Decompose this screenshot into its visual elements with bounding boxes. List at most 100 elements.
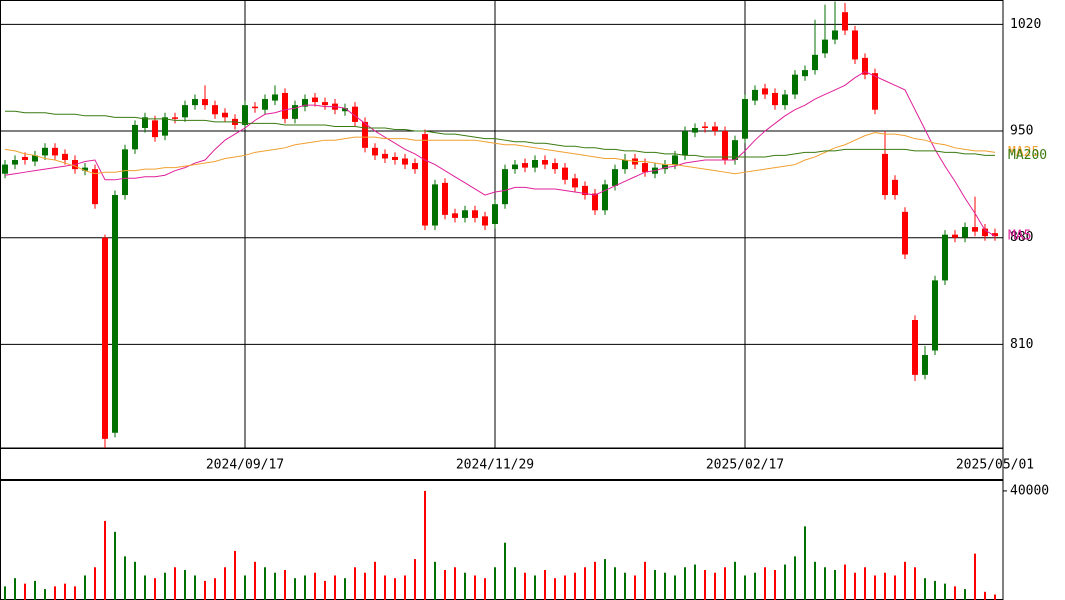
volume-bar — [724, 567, 726, 600]
candle-body — [352, 106, 358, 122]
legend-label: MA200 — [1008, 148, 1047, 163]
candle-body — [962, 227, 968, 238]
volume-bar — [474, 575, 476, 600]
candle-body — [982, 228, 988, 237]
candle-body — [572, 178, 578, 188]
volume-bar — [544, 570, 546, 600]
volume-bar — [354, 567, 356, 600]
volume-bar — [914, 567, 916, 600]
volume-bar — [14, 578, 16, 600]
volume-bar — [614, 567, 616, 600]
candle-body — [702, 126, 708, 128]
candle-body — [502, 169, 508, 205]
volume-bar — [564, 575, 566, 600]
candle-body — [472, 210, 478, 218]
volume-bar — [604, 559, 606, 600]
volume-bar — [594, 561, 596, 600]
volume-bar — [764, 567, 766, 600]
volume-bar — [864, 567, 866, 600]
volume-bar — [134, 561, 136, 600]
volume-bar — [934, 580, 936, 600]
candle-body — [532, 160, 538, 168]
candle-body — [792, 74, 798, 95]
volume-bar — [114, 531, 116, 600]
candle-body — [282, 92, 288, 119]
volume-bar — [34, 580, 36, 600]
candle-body — [722, 131, 728, 160]
volume-bar — [24, 583, 26, 600]
candle-body — [662, 164, 668, 170]
volume-bar — [344, 578, 346, 600]
candle-body — [812, 54, 818, 71]
candle-body — [822, 39, 828, 54]
volume-bar — [704, 570, 706, 600]
candle-body — [482, 216, 488, 226]
volume-bar — [554, 578, 556, 600]
moving-average-line — [4, 132, 996, 175]
candle-body — [992, 233, 998, 237]
moving-average-line — [4, 71, 996, 237]
volume-bar — [974, 553, 976, 600]
volume-bar — [314, 572, 316, 600]
y-tick-label: 950 — [1010, 124, 1033, 139]
volume-bar — [204, 580, 206, 600]
volume-bar — [414, 559, 416, 600]
candle-body — [62, 153, 68, 160]
candle-body — [382, 153, 388, 159]
volume-bar — [484, 578, 486, 600]
candle-body — [952, 234, 958, 238]
candle-body — [292, 105, 298, 119]
candle-body — [132, 124, 138, 150]
candle-body — [972, 227, 978, 232]
candle-body — [762, 88, 768, 95]
candle-body — [262, 99, 268, 110]
volume-bar — [664, 572, 666, 600]
candle-body — [582, 185, 588, 196]
volume-bar — [584, 567, 586, 600]
candle-body — [752, 89, 758, 101]
candle-body — [732, 140, 738, 160]
volume-bar — [944, 583, 946, 600]
legend-label: MA25 — [1008, 145, 1039, 160]
candle-body — [312, 97, 318, 103]
candle-body — [322, 102, 328, 106]
candle-body — [612, 169, 618, 186]
candle-body — [852, 30, 858, 60]
volume-bar — [104, 520, 106, 600]
volume-panel-frame — [0, 480, 1004, 600]
volume-bar — [824, 567, 826, 600]
volume-bar — [394, 578, 396, 600]
volume-bar — [884, 572, 886, 600]
candle-body — [462, 210, 468, 218]
candle-body — [562, 167, 568, 180]
volume-bar — [154, 578, 156, 600]
candle-body — [392, 156, 398, 160]
candle-body — [712, 126, 718, 132]
volume-bar — [634, 575, 636, 600]
volume-bar — [404, 575, 406, 600]
volume-bar — [804, 526, 806, 600]
candle-body — [882, 153, 888, 196]
candle-body — [892, 179, 898, 196]
volume-bar — [4, 586, 6, 600]
volume-bar — [774, 570, 776, 600]
volume-bar — [754, 572, 756, 600]
candle-body — [642, 163, 648, 173]
candle-body — [522, 163, 528, 168]
volume-bar — [454, 567, 456, 600]
volume-bar — [954, 586, 956, 600]
volume-bar — [694, 564, 696, 600]
x-tick-label: 2024/09/17 — [206, 458, 284, 473]
y-tick-label: 1020 — [1010, 17, 1041, 32]
candle-body — [782, 94, 788, 106]
volume-bar — [684, 567, 686, 600]
candle-body — [592, 193, 598, 211]
candle-body — [342, 108, 348, 112]
x-tick-label: 2025/02/17 — [706, 458, 784, 473]
candle-body — [452, 213, 458, 218]
volume-bar — [504, 542, 506, 600]
x-tick-label: 2025/05/01 — [956, 458, 1034, 473]
volume-bar — [294, 578, 296, 600]
volume-bar — [124, 556, 126, 600]
